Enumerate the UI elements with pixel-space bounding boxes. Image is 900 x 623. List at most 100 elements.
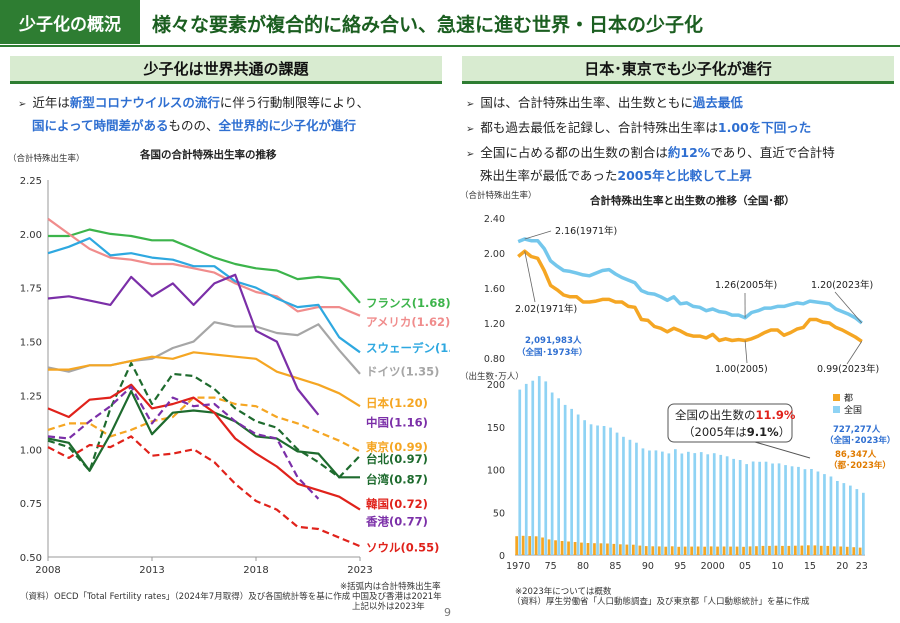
tfr-annotation: 1.20(2023年) — [811, 279, 873, 291]
bar-national — [816, 471, 820, 555]
bar-national — [596, 425, 599, 555]
highlight: 1.00を下回った — [717, 120, 812, 135]
bar-national — [738, 460, 742, 555]
births-x-tick-label: 90 — [642, 561, 654, 572]
series-line-日本 — [48, 351, 361, 408]
bar-tokyo — [703, 546, 706, 555]
bar-national — [862, 492, 865, 555]
bar-national — [836, 481, 839, 555]
births-x-tick-label: 2000 — [701, 561, 725, 572]
bar-national — [524, 383, 528, 555]
note-line: 中国及び香港は2021年 — [352, 592, 442, 602]
bullet-arrow-icon: ➢ — [466, 124, 475, 135]
series-label: ソウル(0.55) — [366, 540, 439, 554]
bar-tokyo — [547, 539, 551, 555]
text: であり、直近で合計特 — [710, 145, 835, 160]
bar-national — [751, 461, 755, 555]
legend-label: 都 — [844, 393, 853, 404]
left-section-title: 少子化は世界共通の課題 — [10, 56, 442, 84]
tfr-line-全国 — [517, 237, 863, 325]
text: 国は、合計特殊出生率、出生数ともに — [480, 95, 693, 110]
bar-tokyo — [845, 546, 849, 555]
births-x-tick-label: 20 — [836, 561, 848, 572]
annotation-leader — [846, 341, 863, 365]
births-tokyo-2023-label: 86,347人 — [835, 449, 877, 460]
left-source: （資料）OECD「Total Fertility rates」（2024年7月取… — [20, 592, 351, 602]
bar-national — [810, 469, 813, 555]
bar-national — [583, 420, 586, 555]
bar-tokyo — [735, 546, 739, 555]
births-national-2023-label: （全国･2023年） — [825, 435, 895, 446]
bar-tokyo — [683, 546, 687, 555]
bar-national — [576, 414, 580, 555]
series-line-台湾 — [47, 390, 360, 479]
y-tick-label: 2.00 — [20, 230, 42, 241]
tfr-annotation: 1.00(2005) — [715, 364, 768, 375]
bar-tokyo — [794, 545, 797, 555]
series-label: スウェーデン(1.45) — [366, 341, 450, 355]
bar-tokyo — [644, 546, 648, 555]
tfr-annotation: 2.16(1971年) — [555, 225, 617, 237]
tfr-y-tick-label: 2.00 — [484, 249, 505, 260]
bar-tokyo — [515, 536, 518, 555]
bar-national — [674, 449, 677, 555]
series-line-東京 — [47, 396, 361, 453]
y-tick-label: 0.75 — [20, 499, 42, 510]
bar-national — [531, 380, 535, 555]
bar-national — [699, 452, 703, 555]
births-x-tick-label: 1970 — [506, 561, 530, 572]
left-note: ※括弧内は合計特殊出生率 中国及び香港は2021年 上記以外は2023年 — [340, 582, 442, 612]
births-tokyo-2023-label: （都･2023年） — [829, 460, 891, 471]
bar-national — [706, 454, 710, 555]
bar-tokyo — [593, 543, 596, 555]
bar-national — [797, 466, 800, 555]
highlight: 新型コロナウイルスの流行 — [69, 95, 220, 110]
legend-swatch — [833, 394, 840, 401]
bar-national — [544, 381, 548, 555]
x-tick-label: 2013 — [139, 565, 164, 576]
bar-national — [855, 489, 859, 555]
y-tick-label: 0.50 — [20, 553, 42, 564]
bar-national — [725, 456, 729, 555]
bar-tokyo — [722, 546, 726, 555]
x-tick-label: 2008 — [35, 565, 60, 576]
births-y-tick-label: 150 — [487, 423, 505, 434]
bar-tokyo — [560, 541, 564, 555]
bar-tokyo — [664, 546, 668, 555]
bar-national — [563, 404, 567, 555]
series-label: アメリカ(1.62) — [366, 315, 450, 329]
bar-tokyo — [625, 544, 629, 555]
bullet-arrow-icon: ➢ — [466, 99, 475, 110]
bar-tokyo — [657, 546, 661, 555]
bar-tokyo — [554, 540, 557, 555]
bar-tokyo — [573, 542, 577, 555]
right-chart-title: 合計特殊出生率と出生数の推移（全国･都） — [590, 195, 795, 207]
bar-national — [537, 376, 541, 555]
bar-tokyo — [670, 546, 674, 555]
births-peak-label: （全国･1973年） — [517, 347, 587, 358]
bar-national — [771, 463, 774, 555]
births-y-tick-label: 200 — [487, 380, 505, 391]
bar-tokyo — [826, 545, 830, 555]
series-label: ドイツ(1.35) — [366, 365, 439, 379]
highlight: 過去最低 — [692, 95, 743, 110]
bar-national — [667, 453, 671, 555]
tfr-annotation: 0.99(2023年) — [817, 363, 879, 375]
text: に伴う行動制限等により、 — [219, 95, 370, 110]
bar-tokyo — [748, 546, 752, 555]
series-label: 中国(1.16) — [366, 415, 428, 429]
bar-national — [609, 427, 612, 555]
page-number: 9 — [444, 606, 451, 619]
left-chart-title: 各国の合計特殊出生率の推移 — [140, 149, 277, 161]
y-tick-label: 2.25 — [20, 176, 42, 187]
bar-national — [628, 439, 632, 555]
bullet-arrow-icon: ➢ — [466, 149, 475, 160]
bar-tokyo — [632, 544, 635, 555]
bar-national — [602, 426, 606, 555]
bar-tokyo — [742, 546, 745, 555]
right-section-title: 日本･東京でも少子化が進行 — [462, 56, 894, 84]
y-tick-label: 1.25 — [20, 391, 42, 402]
tfr-annotation: 2.02(1971年) — [515, 303, 577, 315]
annotation-leader — [524, 251, 536, 303]
births-x-tick-label: 15 — [804, 561, 816, 572]
